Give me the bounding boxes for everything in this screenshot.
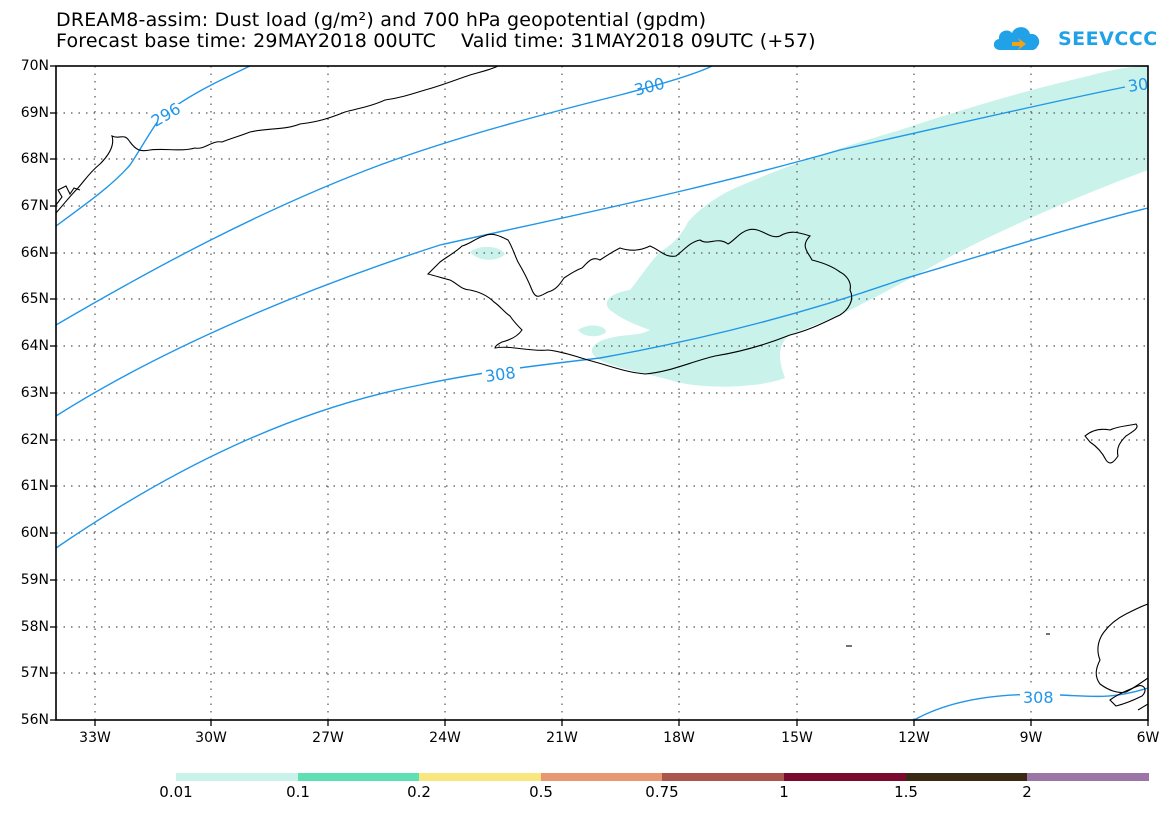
colorbar-label: 2 bbox=[1022, 783, 1032, 801]
contour-308 bbox=[55, 207, 1149, 549]
lat-label-67n: 67N bbox=[20, 198, 49, 214]
colorbar-swatch-7 bbox=[1027, 773, 1149, 781]
logo-text: SEEVCCC bbox=[1058, 28, 1158, 50]
contour-296 bbox=[55, 65, 251, 227]
lon-label-12w: 12W bbox=[898, 730, 930, 746]
lat-label-59n: 59N bbox=[20, 572, 49, 588]
colorbar-swatch-6 bbox=[906, 773, 1027, 781]
lat-label-68n: 68N bbox=[20, 151, 49, 167]
faroe-coast bbox=[1084, 423, 1138, 464]
lon-label-9w: 9W bbox=[1019, 730, 1043, 746]
colorbar-label: 0.5 bbox=[529, 783, 553, 801]
colorbar-swatch-3 bbox=[541, 773, 662, 781]
iceland-coast bbox=[426, 228, 853, 375]
geopotential-contours bbox=[55, 65, 1149, 721]
lon-label-27w: 27W bbox=[312, 730, 344, 746]
contour-300 bbox=[55, 65, 713, 326]
lat-label-62n: 62N bbox=[20, 432, 49, 448]
scotland-coast bbox=[1095, 603, 1149, 694]
colorbar-swatch-4 bbox=[662, 773, 784, 781]
colorbar-swatch-0 bbox=[176, 773, 298, 781]
coastlines bbox=[55, 65, 1149, 711]
colorbar-label: 0.2 bbox=[407, 783, 431, 801]
lat-label-70n: 70N bbox=[20, 58, 49, 74]
contour-304 bbox=[55, 86, 1126, 417]
lat-label-63n: 63N bbox=[20, 385, 49, 401]
lon-label-6w: 6W bbox=[1136, 730, 1160, 746]
lon-label-21w: 21W bbox=[546, 730, 578, 746]
colorbar-label: 0.1 bbox=[286, 783, 310, 801]
dust-fill-area bbox=[470, 66, 1148, 387]
cloud-logo-icon bbox=[993, 27, 1040, 50]
lat-label-60n: 60N bbox=[20, 525, 49, 541]
contour-label-308: 308 bbox=[484, 363, 517, 386]
axis-ticks bbox=[50, 65, 1149, 726]
colorbar-label: 0.01 bbox=[159, 783, 193, 801]
lat-label-65n: 65N bbox=[20, 291, 49, 307]
colorbar-label: 0.75 bbox=[645, 783, 679, 801]
lat-label-69n: 69N bbox=[20, 105, 49, 121]
colorbar-label: 1 bbox=[779, 783, 789, 801]
lat-label-64n: 64N bbox=[20, 338, 49, 354]
lon-label-33w: 33W bbox=[79, 730, 111, 746]
lat-label-61n: 61N bbox=[20, 478, 49, 494]
greenland-coast bbox=[55, 65, 499, 214]
forecast-time-line: Forecast base time: 29MAY2018 00UTC Vali… bbox=[56, 30, 816, 52]
map-title: DREAM8-assim: Dust load (g/m²) and 700 h… bbox=[56, 9, 707, 31]
colorbar-label: 1.5 bbox=[894, 783, 918, 801]
contour-label-308-south: 308 bbox=[1023, 688, 1054, 707]
colorbar bbox=[176, 773, 1149, 781]
lat-label-66n: 66N bbox=[20, 245, 49, 261]
lon-label-24w: 24W bbox=[429, 730, 461, 746]
lon-label-18w: 18W bbox=[663, 730, 695, 746]
lon-label-15w: 15W bbox=[781, 730, 813, 746]
lat-label-56n: 56N bbox=[20, 712, 49, 728]
contour-label-304-edge: 30 bbox=[1127, 74, 1150, 96]
lat-label-58n: 58N bbox=[20, 619, 49, 635]
colorbar-swatch-1 bbox=[298, 773, 419, 781]
colorbar-swatch-5 bbox=[784, 773, 906, 781]
colorbar-swatch-2 bbox=[419, 773, 541, 781]
lat-label-57n: 57N bbox=[20, 665, 49, 681]
lon-label-30w: 30W bbox=[195, 730, 227, 746]
